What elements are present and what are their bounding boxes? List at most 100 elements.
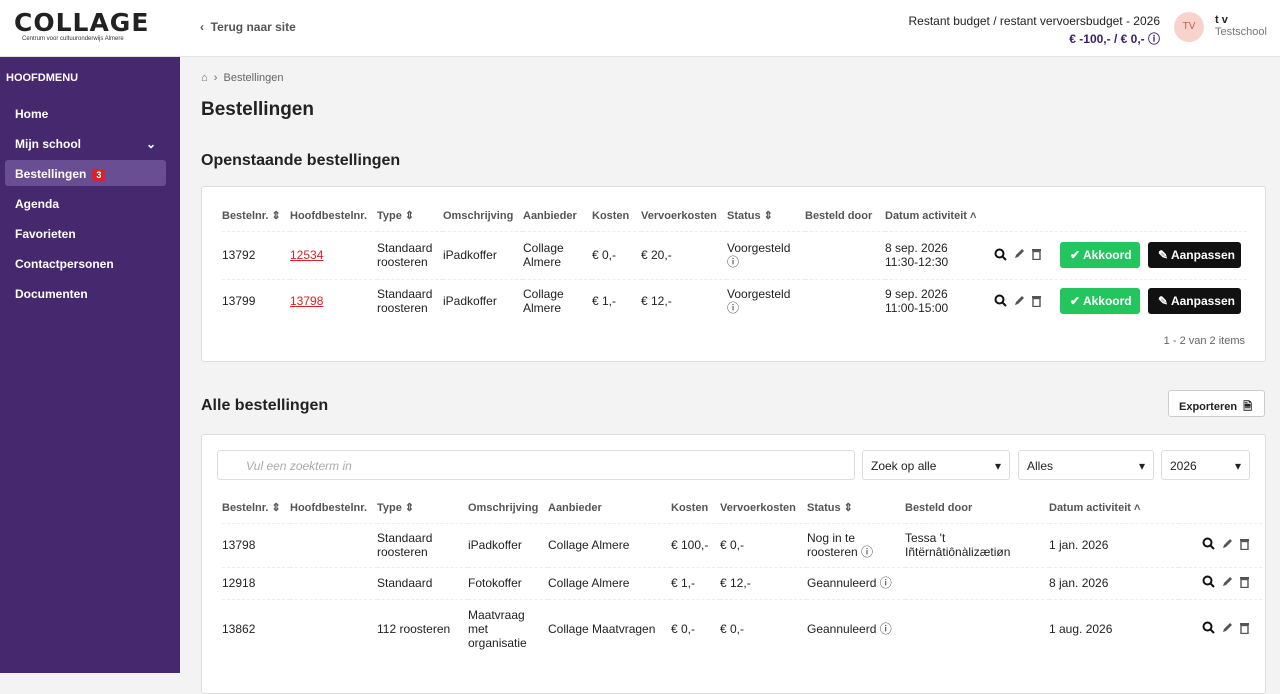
cell-text: 112 roosteren (377, 622, 451, 637)
logo[interactable]: COLLAGE (14, 8, 150, 37)
pen-icon[interactable] (1221, 538, 1233, 553)
table-cell (905, 598, 1049, 659)
column-header[interactable]: Type ⇕ (377, 201, 443, 231)
column-label[interactable]: Datum activiteit (1049, 501, 1131, 514)
cell-text: 1 jan. 2026 (1049, 538, 1109, 552)
column-header[interactable]: Status ⇕ (807, 493, 905, 523)
pen-icon[interactable] (1221, 576, 1233, 591)
edit-button[interactable]: ✎ Aanpassen (1148, 242, 1241, 268)
back-link[interactable]: ‹ Terug naar site (200, 20, 296, 34)
export-button[interactable]: Exporteren 🗎 (1168, 390, 1265, 417)
column-header[interactable]: Datum activiteit ˄ (1049, 493, 1179, 523)
column-label[interactable]: Type (377, 210, 402, 223)
table-cell: 8 sep. 2026 11:30-12:30 (885, 230, 990, 279)
table-cell: 13799 (222, 278, 290, 323)
filter-select[interactable]: Zoek op alle ▾ (862, 450, 1010, 480)
edit-label[interactable]: Aanpassen (1170, 294, 1235, 309)
trash-icon[interactable] (1239, 538, 1250, 553)
column-header[interactable]: Bestelnr. ⇕ (222, 201, 290, 231)
parent-order-link[interactable]: 13798 (290, 294, 324, 309)
search-icon[interactable] (1202, 575, 1215, 591)
sort-icon[interactable]: ˄ (966, 209, 977, 222)
sort-icon[interactable]: ⇕ (268, 210, 281, 223)
export-label[interactable]: Exporteren (1179, 401, 1238, 413)
column-header[interactable]: Bestelnr. ⇕ (222, 493, 290, 523)
avatar[interactable]: TV (1174, 12, 1204, 42)
column-label: Omschrijving (443, 209, 514, 222)
trash-icon[interactable] (1031, 295, 1042, 310)
cell-text: Tessa 't Iñtërnâtiônàlizætiøn (905, 531, 1011, 559)
menu-label[interactable]: Documenten (15, 287, 88, 301)
pen-icon[interactable] (1013, 248, 1025, 263)
menu-label[interactable]: Bestellingen (15, 167, 87, 181)
table-row: 13798 Standaard roosteren iPadkoffer Collag… (222, 522, 1262, 567)
search-icon[interactable] (1202, 537, 1215, 553)
budget: Restant budget / restant vervoersbudget … (909, 14, 1161, 47)
column-label[interactable]: Type (377, 502, 402, 515)
column-header[interactable]: Type ⇕ (377, 493, 468, 523)
cell-text: € 12,- (720, 576, 751, 590)
table-cell: € 12,- (720, 566, 807, 599)
menu-item[interactable]: Contactpersonen (5, 250, 166, 276)
table-cell: Standaard roosteren (377, 522, 468, 567)
search-icon[interactable] (994, 294, 1007, 310)
user[interactable]: t v Testschool (1215, 14, 1267, 38)
filter-select[interactable]: 2026 ▾ (1161, 450, 1250, 480)
search-icon[interactable] (1202, 621, 1215, 637)
search-icon[interactable] (994, 248, 1007, 264)
column-header[interactable]: Status ⇕ (727, 201, 805, 231)
pen-icon[interactable] (1221, 622, 1233, 637)
column-label: Vervoerkosten (720, 501, 796, 514)
approve-label[interactable]: Akkoord (1082, 294, 1132, 309)
menu-item[interactable]: Favorieten (5, 220, 166, 246)
table-cell: € 1,- (671, 566, 720, 599)
user-name[interactable]: t v (1215, 14, 1228, 26)
approve-button[interactable]: ✔ Akkoord (1060, 288, 1140, 315)
sort-icon[interactable]: ⇕ (840, 502, 853, 515)
sort-icon[interactable]: ⇕ (268, 502, 281, 515)
column-label[interactable]: Bestelnr. (222, 210, 269, 223)
column-label: Hoofdbestelnr. (290, 501, 368, 514)
menu-label[interactable]: Contactpersonen (15, 257, 114, 271)
table-cell: € 0,- (671, 598, 720, 659)
sidebar: HOOFDMENU Home Mijn school ⌄ Bestellingen 3 A… (0, 57, 180, 673)
table-cell: € 0,- (720, 598, 807, 659)
column-label[interactable]: Status (727, 210, 761, 223)
approve-label[interactable]: Akkoord (1082, 248, 1132, 262)
filter-select[interactable]: Alles ▾ (1018, 450, 1154, 480)
menu-item[interactable]: Mijn school ⌄ (5, 130, 166, 156)
edit-button[interactable]: ✎ Aanpassen (1148, 288, 1241, 315)
trash-icon[interactable] (1239, 576, 1250, 591)
sort-icon[interactable]: ⇕ (401, 502, 415, 515)
approve-button[interactable]: ✔ Akkoord (1060, 242, 1140, 268)
cell-text: 12918 (222, 576, 256, 590)
breadcrumb-item[interactable]: Bestellingen (223, 72, 284, 84)
sort-icon[interactable]: ⇕ (401, 210, 415, 223)
parent-order-link[interactable]: 12534 (290, 248, 324, 262)
back-link-text[interactable]: Terug naar site (210, 20, 296, 34)
pen-icon[interactable] (1013, 295, 1025, 310)
trash-icon[interactable] (1239, 622, 1250, 637)
trash-icon[interactable] (1031, 248, 1042, 263)
column-header[interactable]: Datum activiteit ˄ (885, 201, 990, 231)
column-label[interactable]: Datum activiteit (885, 209, 967, 222)
search-input[interactable]: Vul een zoekterm in (217, 450, 855, 480)
menu-label[interactable]: Home (15, 107, 49, 121)
edit-label[interactable]: Aanpassen (1170, 248, 1235, 262)
menu-label[interactable]: Mijn school (15, 137, 81, 151)
menu-item[interactable]: Agenda (5, 190, 166, 216)
cell-text: Maatvraag met organisatie (468, 608, 527, 651)
menu-item[interactable]: Home (5, 100, 166, 126)
menu-label[interactable]: Favorieten (15, 227, 76, 241)
table-cell: Collage Maatvragen (548, 598, 671, 659)
menu-label[interactable]: Agenda (15, 197, 60, 211)
budget-label: Restant budget / restant vervoersbudget … (908, 14, 1161, 28)
sort-icon[interactable]: ˄ (1130, 501, 1141, 514)
cell-text: Standaard roosteren (377, 287, 433, 316)
menu-item[interactable]: Bestellingen 3 (5, 160, 166, 186)
menu-item[interactable]: Documenten (5, 280, 166, 306)
table-row: 13799 13798 Standaard roosteren iPadkoffer C… (222, 278, 1247, 323)
column-label[interactable]: Bestelnr. (222, 502, 269, 515)
column-label[interactable]: Status (807, 502, 841, 515)
sort-icon[interactable]: ⇕ (760, 210, 773, 223)
